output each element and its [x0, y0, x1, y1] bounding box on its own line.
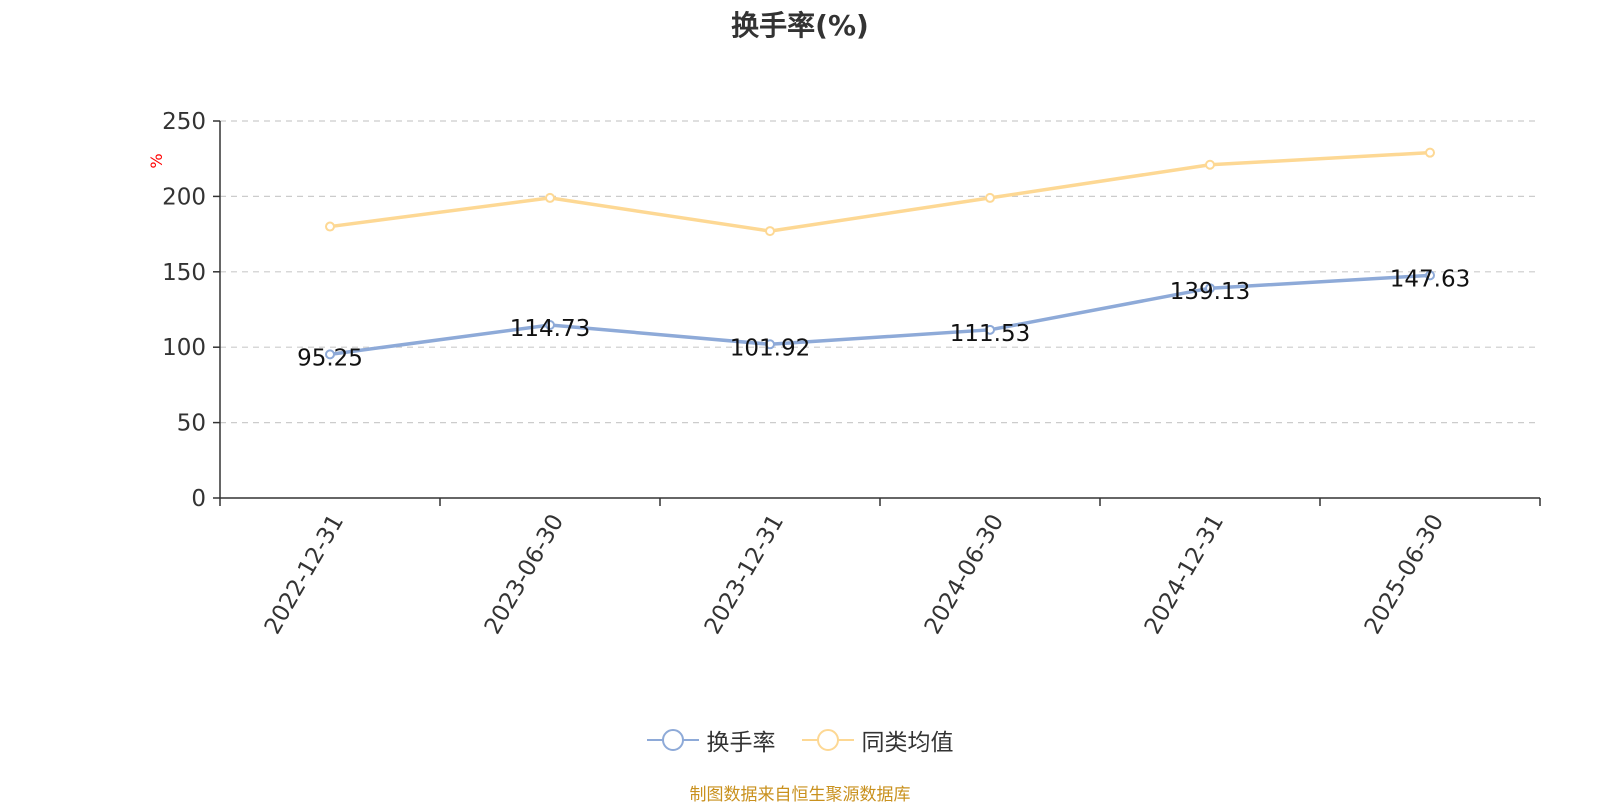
- data-point: [1205, 283, 1215, 294]
- data-point: [1205, 159, 1215, 170]
- axes: 0 50 100 150 200 250% 2022-12-31 2023-06-30 2023…: [147, 109, 1541, 639]
- data-point: [545, 319, 555, 330]
- data-point: [325, 221, 335, 232]
- legend-marker-peer-average-icon: [801, 729, 854, 751]
- y-tick-label: 200: [162, 184, 206, 210]
- data-label: 147.63: [1390, 266, 1470, 292]
- data-point: [985, 192, 995, 203]
- series-line: [329, 150, 1431, 233]
- data-label: 101.92: [730, 335, 810, 361]
- data-point: [765, 339, 775, 350]
- x-tick-label: 2023-06-30: [480, 510, 569, 639]
- legend-item-turnover[interactable]: 换手率: [646, 723, 776, 757]
- data-point: [325, 349, 335, 360]
- y-tick-label: 0: [191, 486, 206, 512]
- chart-title: 换手率(%): [731, 9, 869, 42]
- x-tick-label: 2024-06-30: [920, 510, 1009, 639]
- source-note: 制图数据来自恒生聚源数据库: [689, 785, 911, 805]
- x-tick-label: 2025-06-30: [1360, 510, 1449, 639]
- data-point: [545, 192, 555, 203]
- legend-marker-turnover-icon: [646, 729, 699, 751]
- data-label: 111.53: [950, 321, 1030, 347]
- data-point: [1425, 270, 1435, 281]
- legend-label-turnover: 换手率: [706, 730, 776, 756]
- x-tick-label: 2024-12-31: [1140, 510, 1229, 639]
- legend-item-peer-average[interactable]: 同类均值: [801, 723, 954, 757]
- y-axis-label: %: [147, 153, 166, 168]
- data-label: 95.25: [297, 345, 363, 371]
- y-tick-label: 150: [162, 260, 206, 286]
- data-label: 114.73: [510, 316, 590, 342]
- legend: 换手率 同类均值: [0, 723, 1600, 757]
- series-line: [329, 273, 1431, 357]
- y-tick-label: 250: [162, 109, 206, 135]
- data-point: [985, 324, 995, 335]
- legend-label-peer-average: 同类均值: [861, 730, 954, 756]
- series-lines: [325, 147, 1435, 360]
- y-tick-label: 100: [162, 335, 206, 361]
- data-labels: 95.25 114.73 101.92 111.53 139.13 147.63: [297, 266, 1470, 371]
- x-tick-label: 2022-12-31: [260, 510, 349, 639]
- x-tick-label: 2023-12-31: [700, 510, 789, 639]
- data-label: 139.13: [1170, 279, 1250, 305]
- data-point: [1425, 147, 1435, 158]
- grid-lines: [220, 120, 1540, 424]
- y-tick-label: 50: [177, 411, 206, 437]
- data-point: [765, 226, 775, 237]
